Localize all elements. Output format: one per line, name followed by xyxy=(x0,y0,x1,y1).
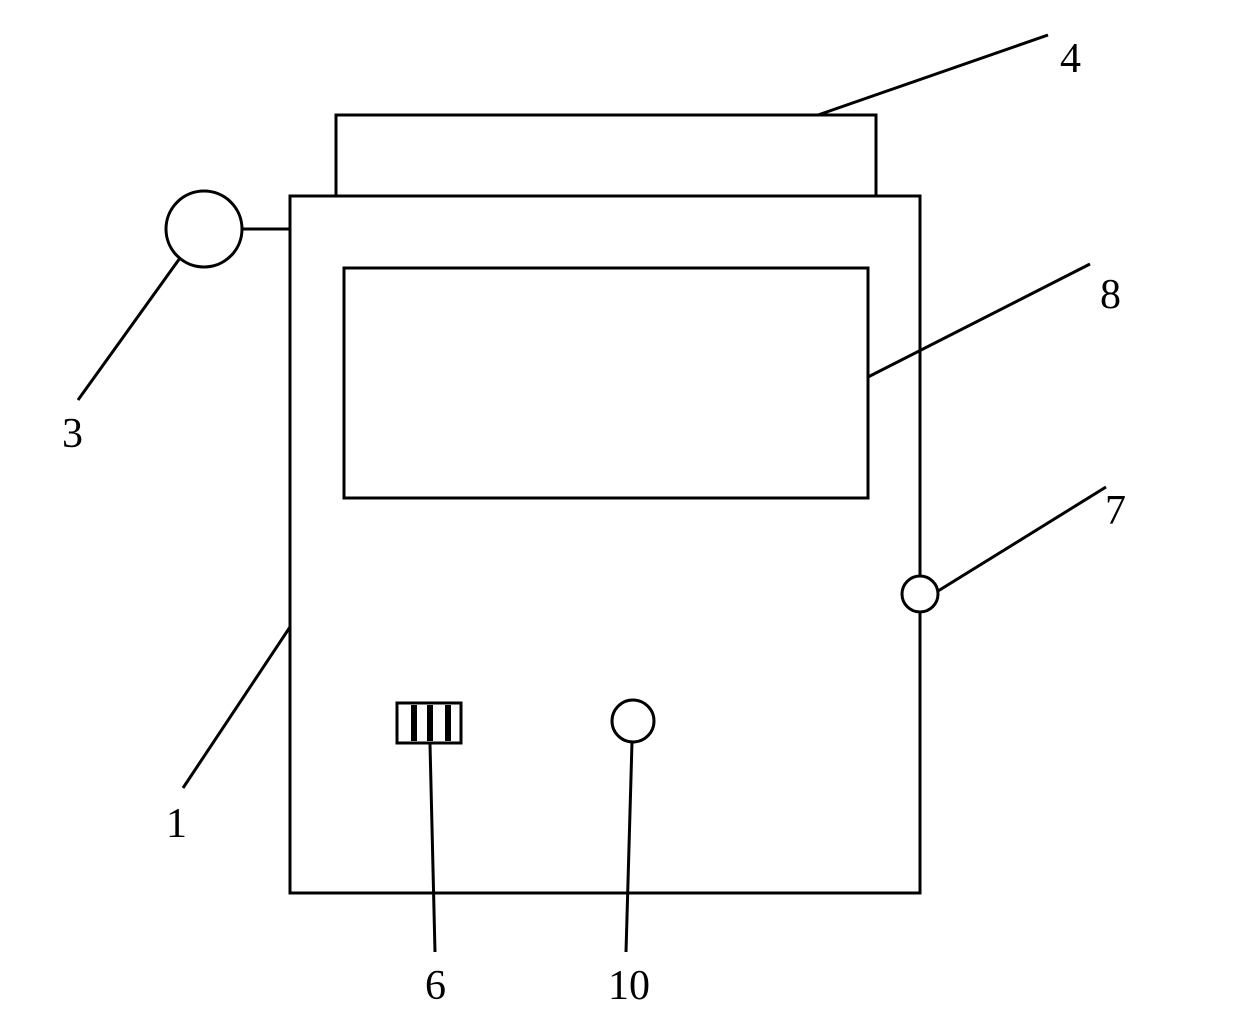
leader-line-7 xyxy=(938,487,1106,591)
hatch-bar xyxy=(411,705,417,741)
technical-diagram xyxy=(0,0,1240,1031)
side-button xyxy=(902,576,938,612)
annotation-label-6: 6 xyxy=(425,962,446,1010)
leader-line-3 xyxy=(78,258,180,400)
annotation-label-3: 3 xyxy=(62,410,83,458)
left-knob xyxy=(166,191,242,267)
hatch-bar xyxy=(427,705,433,741)
annotation-label-8: 8 xyxy=(1100,271,1121,319)
leader-line-1 xyxy=(183,627,290,788)
annotation-label-4: 4 xyxy=(1060,35,1081,83)
annotation-label-7: 7 xyxy=(1105,487,1126,535)
main-body xyxy=(290,196,920,893)
leader-line-4 xyxy=(818,35,1048,115)
top-slot xyxy=(336,115,876,196)
hatch-bar xyxy=(445,705,451,741)
annotation-label-10: 10 xyxy=(608,962,650,1010)
annotation-label-1: 1 xyxy=(166,800,187,848)
